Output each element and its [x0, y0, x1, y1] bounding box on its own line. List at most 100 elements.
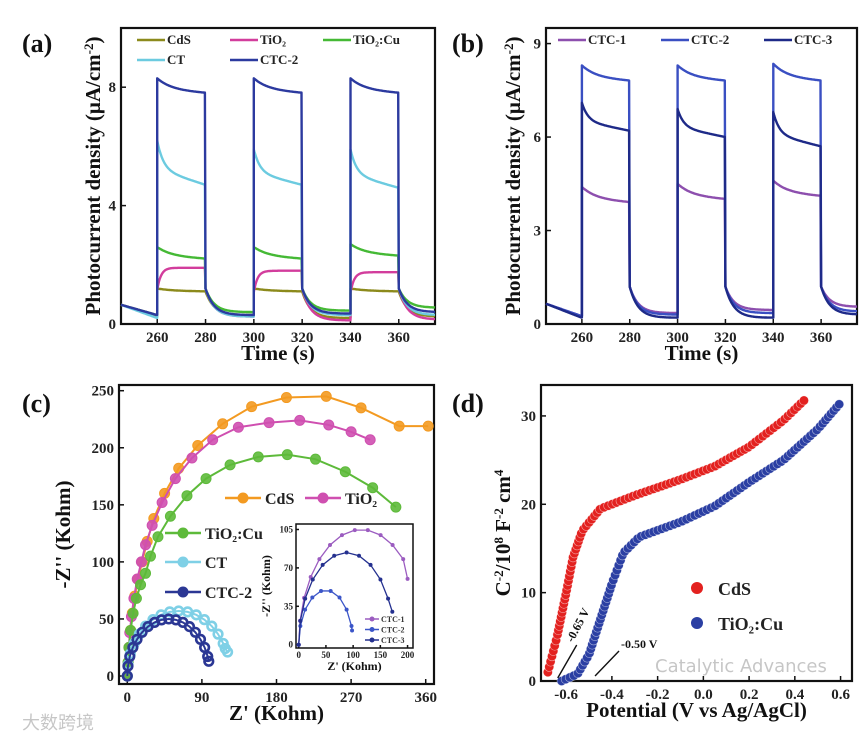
legend-label: CT	[167, 52, 185, 67]
data-point	[337, 595, 342, 600]
plot-frame	[539, 383, 854, 683]
data-point	[140, 539, 152, 551]
data-point	[135, 579, 147, 591]
legend-item-ctc-1: CTC-1	[558, 32, 626, 47]
inset-legend-item-ctc-3: CTC-3	[365, 636, 405, 645]
x-tick-label: 300	[666, 330, 689, 346]
data-point	[224, 459, 236, 471]
legend-marker	[691, 617, 703, 629]
series-line-ctc-3	[545, 101, 858, 319]
data-point	[368, 562, 373, 567]
data-point	[345, 426, 357, 438]
data-point	[357, 553, 362, 558]
watermark-text: Catalytic Advances	[655, 656, 827, 677]
data-point	[281, 449, 293, 461]
data-point	[280, 392, 292, 404]
data-point	[263, 417, 275, 429]
data-point	[221, 646, 234, 658]
x-axis-label: Z' (Kohm)	[327, 659, 381, 673]
panel-label: (a)	[22, 29, 52, 58]
y-tick-label: 0	[534, 317, 542, 333]
x-tick-label: 270	[340, 690, 363, 706]
x-axis-label: Time (s)	[665, 341, 739, 365]
data-point	[246, 401, 258, 413]
legend-label: CdS	[167, 32, 191, 47]
data-point	[339, 533, 344, 538]
y-axis-label: Photocurrent density (μA/cm-2)	[81, 37, 106, 316]
y-label-part: cm	[491, 476, 515, 509]
data-point	[328, 542, 333, 547]
panel-a: 260 280 300 320 340 360 0 4 8 Time (s) Photocurren…	[22, 26, 437, 365]
y-label-superscript: 4	[491, 469, 506, 476]
legend-item-tio2-cu: TiO₂:Cu	[691, 614, 783, 634]
y-tick-label: 50	[99, 612, 114, 628]
data-point	[127, 641, 139, 654]
x-tick-label: 360	[388, 330, 411, 346]
data-point	[390, 609, 395, 614]
data-point	[164, 510, 176, 522]
y-axis-label: -Z'' (Kohm)	[51, 481, 75, 589]
data-point	[135, 556, 147, 568]
data-point	[194, 633, 207, 645]
y-tick-label: 35	[284, 601, 294, 611]
x-tick-label: 280	[618, 330, 641, 346]
data-point	[127, 607, 139, 619]
series-line-ctc-2	[545, 62, 858, 318]
data-point	[349, 624, 354, 629]
series-line-ctc-1	[545, 179, 858, 318]
data-point	[422, 420, 434, 432]
data-point	[163, 613, 175, 625]
data-point	[344, 607, 349, 612]
x-axis-label: Potential (V vs Ag/AgCl)	[586, 698, 807, 722]
x-tick-label: -0.4	[600, 687, 624, 703]
data-point	[169, 473, 181, 485]
x-tick-label: 0.6	[831, 687, 850, 703]
y-tick-label: 70	[284, 563, 294, 573]
x-tick-label: 150	[374, 650, 388, 660]
data-point	[186, 452, 198, 464]
legend-marker	[369, 637, 375, 643]
data-point	[203, 655, 215, 667]
legend-label: CTC-3	[794, 32, 833, 47]
data-point	[355, 402, 367, 414]
legend-marker	[369, 627, 375, 632]
x-tick-label: 0.0	[694, 687, 713, 703]
x-tick-label: 180	[265, 690, 288, 706]
data-point	[310, 577, 315, 582]
legend-item-cds: CdS	[691, 579, 751, 599]
data-point	[344, 550, 349, 555]
data-point	[212, 628, 224, 640]
x-tick-label: 90	[194, 690, 209, 706]
legend-marker	[691, 582, 703, 594]
legend-item-tio2-cu: TiO₂:Cu	[323, 32, 400, 47]
x-tick-label: 360	[810, 330, 833, 346]
data-point	[207, 434, 219, 446]
y-label-part: -Z'' (Kohm)	[51, 481, 75, 589]
data-point	[298, 618, 303, 623]
y-tick-label: 6	[534, 130, 542, 146]
y-label-superscript: 8	[491, 537, 506, 544]
plot-frame	[119, 26, 437, 326]
y-label-superscript: -2	[491, 508, 506, 519]
y-tick-label: 200	[92, 441, 115, 457]
inset-series-ctc-2	[296, 588, 355, 647]
y-label-superscript: -2	[81, 44, 96, 55]
panel-c: 0 90 180 270 360 0 50 100 150 200 250 Z' (Kohm) -Z''…	[22, 384, 437, 725]
x-tick-label: 0.4	[785, 687, 804, 703]
data-point	[252, 451, 264, 463]
y-tick-label: 105	[280, 524, 294, 534]
legend-label: CTC-2	[260, 52, 298, 67]
x-tick-label: -0.6	[554, 687, 578, 703]
legend-label: TiO₂	[345, 491, 377, 508]
legend-item-tio2-cu: TiO₂:Cu	[165, 526, 263, 543]
y-label-part: /10	[491, 544, 515, 572]
data-point	[173, 462, 185, 474]
legend-item-ctc-2: CTC-2	[230, 52, 298, 67]
legend-marker	[237, 492, 249, 504]
x-tick-label: 0.2	[740, 687, 759, 703]
data-point	[145, 550, 156, 562]
x-tick-label: 200	[401, 650, 415, 660]
data-point	[320, 390, 332, 402]
series-cds	[542, 395, 809, 678]
y-axis-label: C-2/108 F-2 cm4	[491, 469, 516, 596]
